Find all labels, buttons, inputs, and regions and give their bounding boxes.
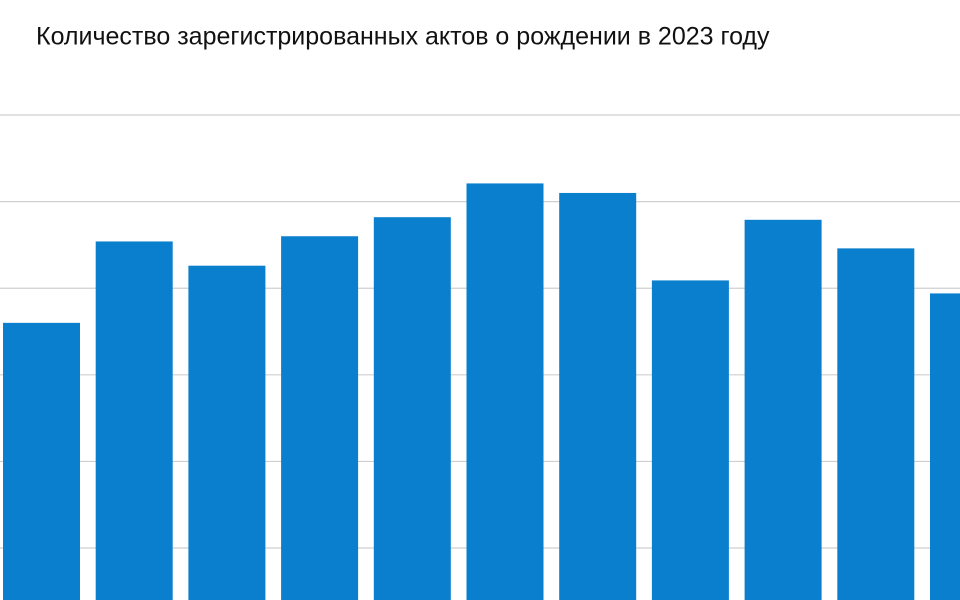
bar (95, 241, 173, 600)
bar (466, 183, 544, 600)
bar (281, 236, 359, 600)
bar (930, 293, 960, 600)
bar (837, 248, 915, 600)
bar (559, 192, 637, 600)
bar (373, 217, 451, 600)
bar (651, 280, 729, 600)
bar (744, 219, 822, 600)
bar (3, 322, 80, 600)
bar (188, 265, 266, 600)
chart-title: Количество зарегистрированных актов о ро… (36, 23, 770, 51)
